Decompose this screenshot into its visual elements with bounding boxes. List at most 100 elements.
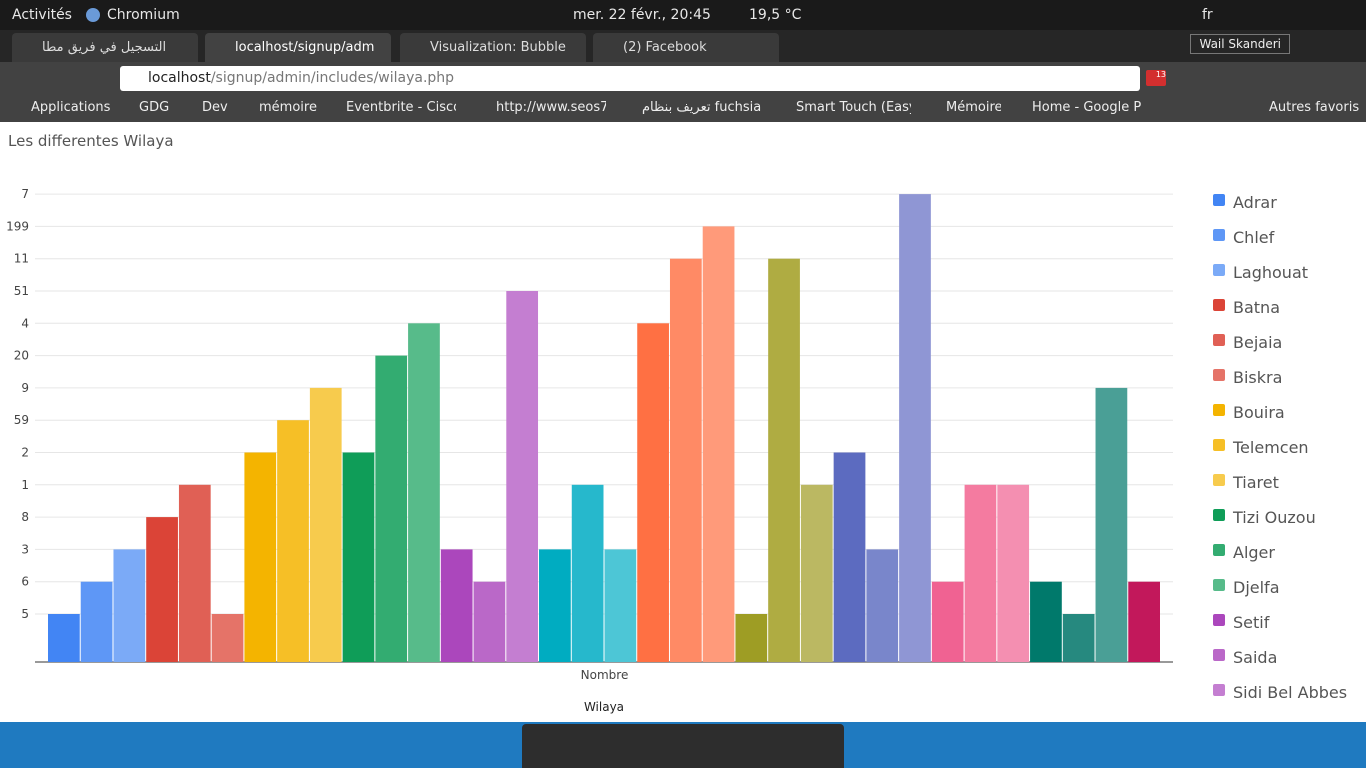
url-host: localhost <box>148 70 211 86</box>
y-tick-label: 11 <box>14 252 29 266</box>
bar <box>146 517 178 662</box>
y-tick-label: 5 <box>21 607 29 621</box>
top-bar: Activités Chromium mer. 22 févr., 20:45 … <box>0 0 1366 30</box>
bar <box>506 291 539 662</box>
y-tick-label: 199 <box>6 219 29 233</box>
bar <box>80 581 113 662</box>
y-tick-label: 4 <box>21 316 29 330</box>
bar <box>1030 581 1062 662</box>
bookmark-folder[interactable]: Autres favoris <box>1269 100 1360 115</box>
bar <box>1095 387 1128 662</box>
y-tick-label: 6 <box>21 575 29 589</box>
legend-swatch <box>1213 229 1225 241</box>
y-tick-label: 7 <box>21 187 29 201</box>
legend-swatch <box>1213 474 1225 486</box>
tab-strip: التسجيل في فريق مطا localhost/signup/adm… <box>0 30 1366 62</box>
legend-label: Saida <box>1233 648 1277 667</box>
tab[interactable]: التسجيل في فريق مطا <box>12 33 198 62</box>
legend-swatch <box>1213 404 1225 416</box>
bar <box>375 355 408 662</box>
bookmark[interactable]: GDG <box>139 100 170 115</box>
dock <box>522 724 844 768</box>
tab[interactable]: localhost/signup/adm <box>205 33 391 62</box>
bar <box>244 452 277 662</box>
bar <box>571 484 604 662</box>
legend-swatch <box>1213 334 1225 346</box>
y-tick-label: 51 <box>14 284 29 298</box>
y-tick-label: 9 <box>21 381 29 395</box>
weather[interactable]: 19,5 °C <box>749 7 802 23</box>
bookmark[interactable]: Applications <box>31 100 111 115</box>
url-path: /signup/admin/includes/wilaya.php <box>210 70 455 86</box>
legend-label: Bouira <box>1233 403 1285 422</box>
bar <box>702 226 735 662</box>
y-tick-label: 20 <box>14 349 29 363</box>
bookmark[interactable]: Home - Google Pl <box>1032 100 1142 115</box>
bar <box>637 323 669 662</box>
y-tick-label: 8 <box>21 510 29 524</box>
bar <box>964 484 997 662</box>
extension-badge[interactable]: 13 <box>1146 70 1166 86</box>
legend-label: Batna <box>1233 298 1280 317</box>
bar <box>735 614 768 662</box>
app-icon <box>86 8 100 22</box>
bar <box>669 258 702 662</box>
bar <box>211 614 244 662</box>
legend-swatch <box>1213 579 1225 591</box>
bar <box>408 323 440 662</box>
bar <box>604 549 637 662</box>
bar <box>997 484 1030 662</box>
bookmark[interactable]: http://www.seos7 <box>496 100 606 115</box>
legend-swatch <box>1213 684 1225 696</box>
bar <box>178 484 211 662</box>
tab[interactable]: (2) Facebook <box>593 33 779 62</box>
bookmark[interactable]: mémoire <box>259 100 317 115</box>
activities[interactable]: Activités <box>12 7 72 23</box>
bar <box>800 484 833 662</box>
address-bar[interactable]: localhost/signup/admin/includes/wilaya.p… <box>120 66 1140 91</box>
legend-label: Tiaret <box>1232 473 1279 492</box>
legend-swatch <box>1213 369 1225 381</box>
bar <box>113 549 146 662</box>
bar <box>473 581 506 662</box>
legend-label: Adrar <box>1233 193 1277 212</box>
legend-swatch <box>1213 264 1225 276</box>
legend-swatch <box>1213 509 1225 521</box>
legend-label: Alger <box>1233 543 1275 562</box>
bookmark[interactable]: Mémoire <box>946 100 1001 115</box>
legend-label: Setif <box>1233 613 1270 632</box>
legend-swatch <box>1213 544 1225 556</box>
y-tick-label: 3 <box>21 542 29 556</box>
bar <box>48 614 80 662</box>
bookmark[interactable]: Eventbrite - Cisco <box>346 100 456 115</box>
legend-label: Chlef <box>1233 228 1275 247</box>
bar <box>1128 581 1160 662</box>
language[interactable]: fr <box>1202 7 1213 23</box>
legend-label: Laghouat <box>1233 263 1308 282</box>
y-tick-label: 1 <box>21 478 29 492</box>
bookmark[interactable]: Dev <box>202 100 228 115</box>
y-tick-label: 59 <box>14 413 29 427</box>
legend-label: Bejaia <box>1233 333 1282 352</box>
chart-title: Les differentes Wilaya <box>8 132 174 150</box>
x-tick-label: Nombre <box>581 668 629 682</box>
legend-swatch <box>1213 614 1225 626</box>
bar <box>1062 614 1095 662</box>
profile[interactable]: Wail Skanderi <box>1190 34 1290 54</box>
legend-label: Sidi Bel Abbes <box>1233 683 1347 702</box>
tab[interactable]: Visualization: Bubble <box>400 33 586 62</box>
legend-swatch <box>1213 439 1225 451</box>
bookmark[interactable]: Smart Touch (Easy <box>796 100 911 115</box>
chart: Les differentes Wilaya 5 6 3 8 1 2 59 9 20 4 51 11 1… <box>6 132 1347 714</box>
bar <box>833 452 866 662</box>
bar <box>768 258 800 662</box>
app-menu[interactable]: Chromium <box>107 7 180 23</box>
clock[interactable]: mer. 22 févr., 20:45 <box>573 7 711 23</box>
bookmark[interactable]: تعريف بنظام fuchsia <box>642 100 762 115</box>
bar <box>931 581 964 662</box>
bar <box>899 194 931 662</box>
legend-swatch <box>1213 649 1225 661</box>
x-axis-title: Wilaya <box>584 700 624 714</box>
bar <box>866 549 899 662</box>
